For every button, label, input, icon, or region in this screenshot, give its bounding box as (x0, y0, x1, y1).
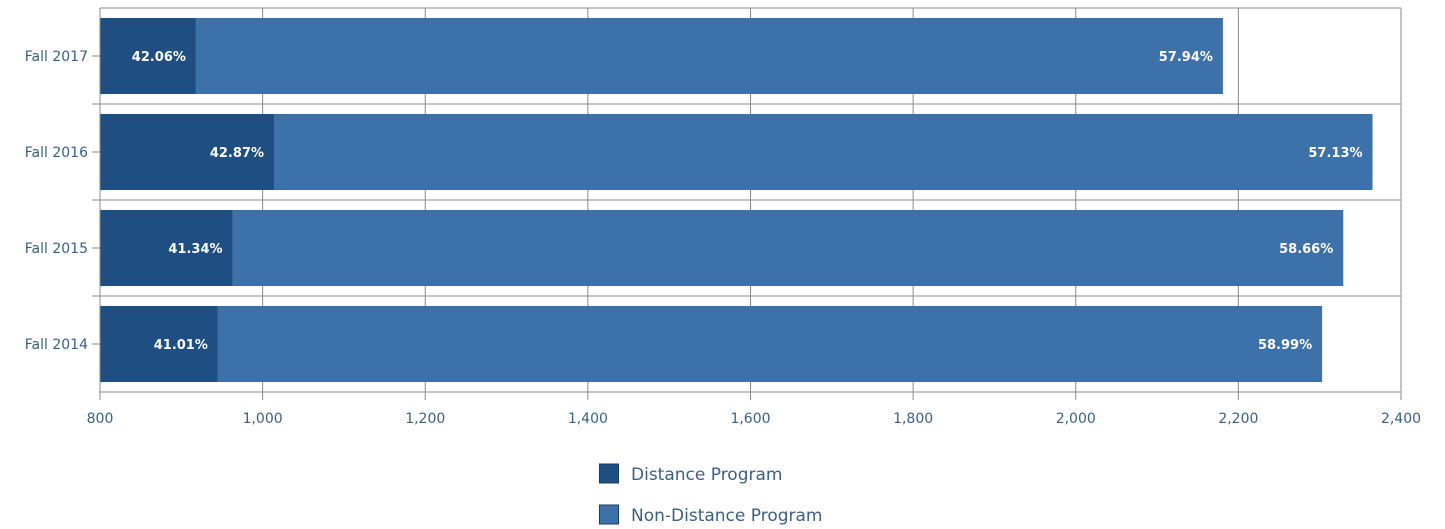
x-tick-label-7: 2,200 (1218, 411, 1258, 427)
bar-distance-2 (100, 210, 233, 286)
category-label-1: Fall 2016 (25, 145, 88, 161)
data-label-distance-2: 41.34% (168, 242, 222, 257)
bar-distance-3 (100, 306, 218, 382)
data-label-distance-0: 42.06% (132, 50, 186, 65)
x-tick-label-0: 800 (87, 411, 114, 427)
bar-non-distance-3 (217, 306, 1323, 382)
x-tick-label-3: 1,400 (568, 411, 608, 427)
data-label-non-distance-3: 58.99% (1258, 338, 1312, 353)
data-label-non-distance-1: 57.13% (1308, 146, 1362, 161)
bar-non-distance-2 (232, 210, 1344, 286)
data-label-distance-3: 41.01% (154, 338, 208, 353)
x-tick-label-2: 1,200 (405, 411, 445, 427)
bars: 42.06% 57.94% 42.87% 57.13% 41.34% 58.66% 41.0… (100, 18, 1373, 382)
legend: Distance Program Non-Distance Program (599, 463, 823, 526)
category-label-0: Fall 2017 (25, 49, 88, 65)
bar-distance-0 (100, 18, 196, 94)
x-tick-label-8: 2,400 (1381, 411, 1421, 427)
category-label-2: Fall 2015 (25, 241, 88, 257)
bar-non-distance-1 (274, 114, 1373, 190)
x-tick-label-5: 1,800 (893, 411, 933, 427)
data-label-non-distance-2: 58.66% (1279, 242, 1333, 257)
bar-distance-1 (100, 114, 275, 190)
legend-label-distance: Distance Program (631, 465, 782, 485)
data-label-distance-1: 42.87% (210, 146, 264, 161)
bar-non-distance-0 (195, 18, 1223, 94)
legend-swatch-distance (599, 463, 619, 484)
legend-swatch-non-distance (599, 504, 619, 525)
data-label-non-distance-0: 57.94% (1159, 50, 1213, 65)
legend-label-non-distance: Non-Distance Program (631, 506, 823, 526)
x-tick-label-4: 1,600 (730, 411, 770, 427)
x-tick-label-1: 1,000 (243, 411, 283, 427)
category-label-3: Fall 2014 (25, 337, 88, 353)
x-tick-label-6: 2,000 (1056, 411, 1096, 427)
